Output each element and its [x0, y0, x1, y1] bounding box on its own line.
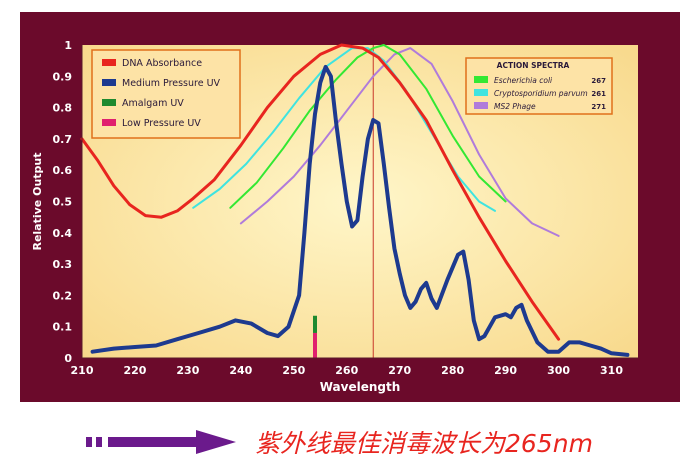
legend-swatch: [102, 99, 116, 106]
legend-action-label: Cryptosporidium parvum: [494, 89, 588, 98]
legend-swatch: [102, 119, 116, 126]
legend-action-label: MS2 Phage: [494, 102, 536, 111]
plot-layer: [80, 43, 630, 358]
y-tick-label: 0.7: [53, 133, 73, 146]
y-tick-label: 0.9: [53, 70, 73, 83]
y-tick-label: 0.2: [53, 289, 73, 302]
y-tick-label: 0: [64, 352, 72, 365]
x-tick-label: 260: [335, 364, 358, 377]
y-axis-title: Relative Output: [31, 152, 44, 250]
legend-swatch: [102, 59, 116, 66]
y-tick-label: 0.5: [53, 196, 73, 209]
legend-swatch: [102, 79, 116, 86]
legend-action-value: 271: [591, 103, 606, 111]
legend-action-title: ACTION SPECTRA: [497, 61, 570, 70]
caption-arrow-dash: [86, 437, 92, 447]
caption-arrow-head-icon: [196, 430, 236, 454]
legend-action-box: [465, 57, 613, 115]
x-tick-label: 250: [282, 364, 305, 377]
caption-layer: 紫外线最佳消毒波长为265nm: [86, 429, 593, 458]
x-tick-label: 270: [388, 364, 411, 377]
legend-label: Amalgam UV: [122, 98, 184, 109]
legend-layer: DNA Absorbance Medium Pressure UV Amalgam …: [91, 49, 613, 139]
legend-action-swatch: [474, 76, 488, 83]
x-tick-label: 290: [494, 364, 517, 377]
y-tick-label: 0.1: [53, 321, 73, 334]
series-line-ms2-phage: [239, 47, 560, 237]
series-line-dna-absorbance: [80, 43, 561, 341]
y-tick-label: 0.3: [53, 258, 73, 271]
y-tick-label: 0.6: [53, 164, 73, 177]
legend-action-swatch: [474, 89, 488, 96]
y-tick-label: 0.8: [53, 102, 73, 115]
legend-label: Medium Pressure UV: [122, 78, 221, 89]
x-tick-label: 210: [71, 364, 94, 377]
legend-main-box: [91, 49, 241, 139]
x-tick-label: 240: [229, 364, 252, 377]
caption-arrow-dash: [96, 437, 102, 447]
x-tick-label: 310: [600, 364, 623, 377]
legend-label: Low Pressure UV: [122, 118, 201, 129]
x-tick-label: 220: [123, 364, 146, 377]
series-line-medium-pressure-uv: [90, 64, 630, 357]
x-axis-title: Wavelength: [320, 380, 401, 394]
axes-layer: 210 220 230 240 250 260 270 280 290 300 310 0 0.1 0.2…: [31, 39, 638, 394]
legend-action-label: Escherichia coli: [494, 76, 553, 85]
caption-text: 紫外线最佳消毒波长为265nm: [255, 429, 593, 458]
y-tick-label: 1: [64, 39, 72, 52]
x-tick-label: 230: [176, 364, 199, 377]
legend-action-value: 267: [591, 77, 606, 85]
x-tick-label: 280: [441, 364, 464, 377]
y-tick-label: 0.4: [53, 227, 73, 240]
legend-label: DNA Absorbance: [122, 58, 202, 69]
series-line-escherichia-coli: [229, 44, 507, 209]
legend-action-value: 261: [591, 90, 606, 98]
x-tick-label: 300: [547, 364, 570, 377]
caption-arrow-shaft: [108, 437, 198, 447]
legend-action-swatch: [474, 102, 488, 109]
